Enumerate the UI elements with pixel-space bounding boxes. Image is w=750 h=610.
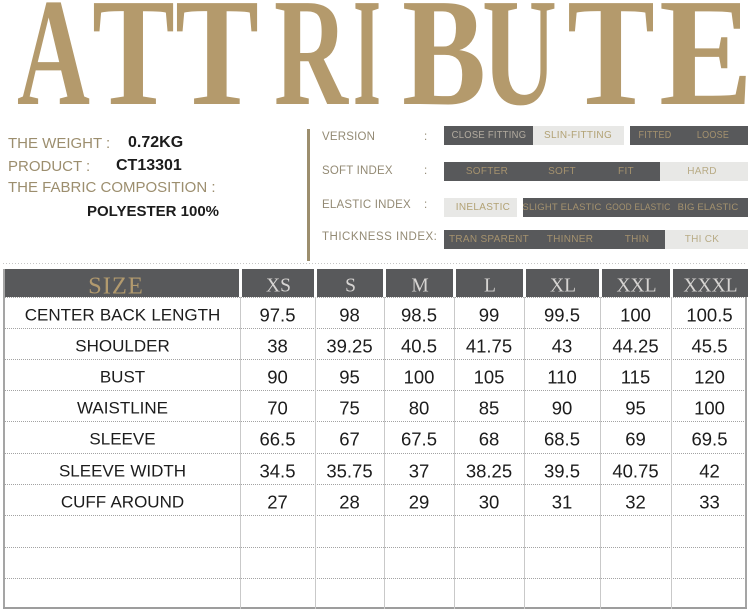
svg-text:T: T [175,0,259,120]
svg-text:R: R [274,0,349,120]
svg-text:I: I [353,0,381,120]
svg-text:A: A [17,0,90,120]
svg-text:T: T [92,0,175,120]
svg-text:B: B [402,0,486,120]
svg-text:E: E [659,0,750,120]
svg-text:U: U [482,0,557,120]
svg-text:T: T [567,0,655,120]
